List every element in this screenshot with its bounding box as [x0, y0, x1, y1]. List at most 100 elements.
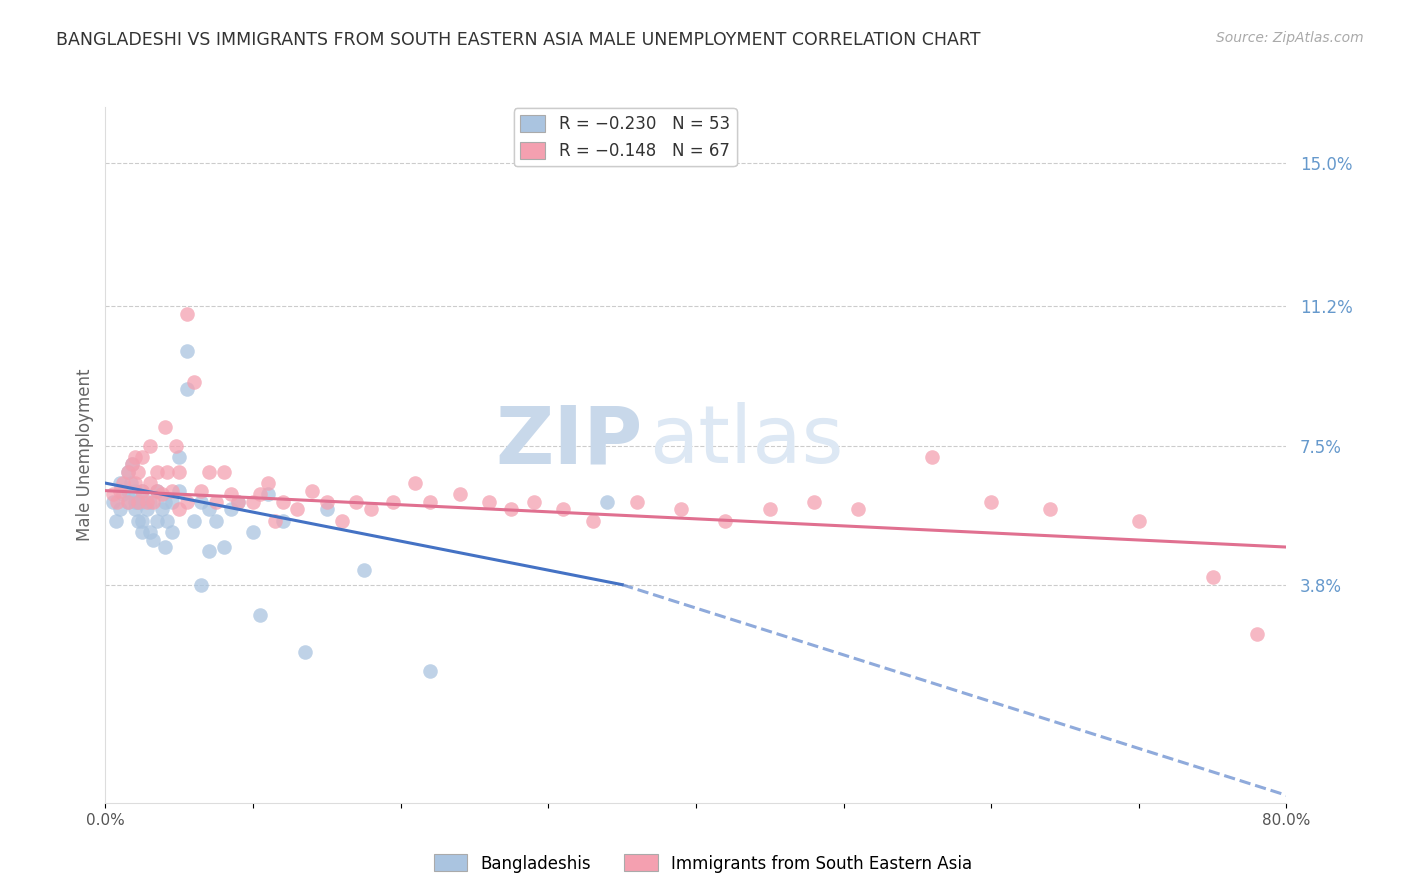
Point — [271, 495, 294, 509]
Point — [176, 344, 198, 359]
Text: Source: ZipAtlas.com: Source: ZipAtlas.com — [1216, 31, 1364, 45]
Point — [419, 495, 441, 509]
Point — [219, 502, 242, 516]
Point — [131, 483, 153, 498]
Point — [176, 495, 198, 509]
Point — [124, 483, 146, 498]
Point — [1201, 570, 1223, 584]
Point — [131, 495, 153, 509]
Point — [256, 476, 278, 491]
Point — [142, 533, 165, 547]
Point — [124, 476, 146, 491]
Point — [271, 514, 294, 528]
Point — [921, 450, 943, 464]
Point — [153, 495, 176, 509]
Text: BANGLADESHI VS IMMIGRANTS FROM SOUTH EASTERN ASIA MALE UNEMPLOYMENT CORRELATION : BANGLADESHI VS IMMIGRANTS FROM SOUTH EAS… — [56, 31, 981, 49]
Point — [138, 476, 162, 491]
Point — [146, 483, 169, 498]
Point — [124, 502, 146, 516]
Point — [346, 495, 368, 509]
Point — [183, 514, 205, 528]
Point — [153, 419, 176, 434]
Point — [127, 495, 149, 509]
Point — [294, 645, 316, 659]
Point — [183, 375, 205, 389]
Point — [110, 483, 132, 498]
Point — [156, 514, 179, 528]
Point — [287, 502, 309, 516]
Point — [169, 465, 191, 479]
Point — [160, 483, 183, 498]
Point — [581, 514, 603, 528]
Point — [315, 502, 337, 516]
Point — [131, 524, 153, 539]
Point — [301, 483, 323, 498]
Point — [112, 476, 135, 491]
Point — [160, 524, 183, 539]
Point — [156, 465, 179, 479]
Point — [212, 540, 235, 554]
Point — [127, 514, 149, 528]
Point — [522, 495, 544, 509]
Point — [190, 495, 212, 509]
Point — [169, 450, 191, 464]
Point — [131, 514, 153, 528]
Point — [150, 502, 173, 516]
Point — [160, 495, 183, 509]
Point — [382, 495, 405, 509]
Point — [226, 495, 250, 509]
Point — [197, 502, 219, 516]
Point — [1128, 514, 1150, 528]
Point — [256, 487, 278, 501]
Point — [1246, 626, 1268, 640]
Point — [127, 465, 149, 479]
Point — [124, 450, 146, 464]
Point — [146, 465, 169, 479]
Point — [146, 514, 169, 528]
Point — [205, 514, 228, 528]
Point — [150, 487, 173, 501]
Point — [190, 577, 212, 591]
Point — [176, 382, 198, 396]
Point — [146, 483, 169, 498]
Point — [596, 495, 619, 509]
Point — [405, 476, 427, 491]
Point — [360, 502, 382, 516]
Point — [501, 502, 523, 516]
Point — [117, 495, 139, 509]
Point — [112, 487, 135, 501]
Point — [104, 514, 127, 528]
Point — [117, 465, 139, 479]
Point — [117, 483, 139, 498]
Y-axis label: Male Unemployment: Male Unemployment — [76, 368, 94, 541]
Point — [124, 495, 146, 509]
Point — [846, 502, 869, 516]
Point — [121, 458, 143, 472]
Point — [353, 563, 375, 577]
Point — [117, 495, 139, 509]
Point — [101, 495, 124, 509]
Point — [242, 495, 264, 509]
Point — [117, 465, 139, 479]
Point — [980, 495, 1002, 509]
Point — [249, 607, 271, 622]
Point — [264, 514, 287, 528]
Point — [330, 514, 353, 528]
Point — [671, 502, 693, 516]
Point — [803, 495, 825, 509]
Point — [478, 495, 501, 509]
Point — [135, 495, 157, 509]
Point — [315, 495, 337, 509]
Point — [1039, 502, 1062, 516]
Point — [110, 502, 132, 516]
Point — [138, 524, 162, 539]
Point — [110, 476, 132, 491]
Point — [142, 495, 165, 509]
Point — [127, 495, 149, 509]
Point — [626, 495, 648, 509]
Point — [249, 487, 271, 501]
Point — [759, 502, 782, 516]
Point — [176, 307, 198, 321]
Point — [242, 524, 264, 539]
Point — [219, 487, 242, 501]
